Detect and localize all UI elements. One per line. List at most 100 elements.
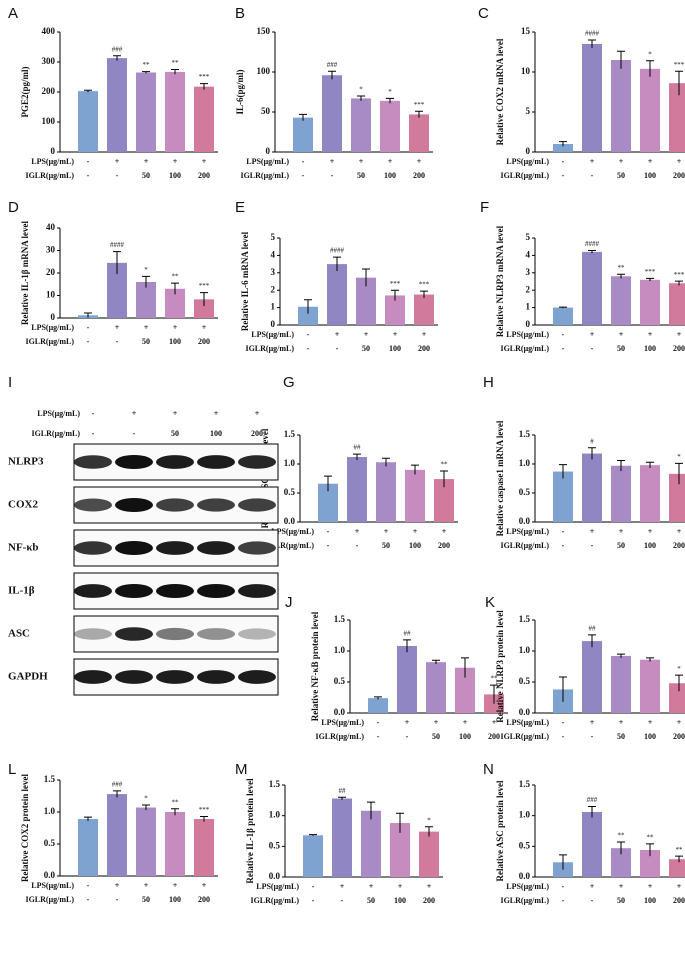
y-tick-label: 1.5: [519, 779, 531, 789]
x-row-value: +: [144, 323, 149, 332]
significance-label: ###: [112, 45, 123, 53]
x-row-value: +: [202, 157, 207, 166]
x-row-value: +: [619, 157, 624, 166]
x-row-value: 200: [418, 344, 430, 353]
bar: [78, 91, 98, 152]
y-tick-label: 1.0: [284, 458, 296, 468]
x-row-value: -: [562, 882, 565, 891]
error-bar: [200, 83, 208, 90]
x-row-value: +: [677, 330, 682, 339]
error-bar: [353, 453, 361, 460]
error-bar: [113, 251, 121, 275]
x-row-value: +: [648, 157, 653, 166]
y-axis-label: Relative COX2 protein level: [20, 773, 30, 882]
error-bar: [646, 657, 654, 662]
bar: [194, 86, 214, 152]
significance-label: **: [618, 832, 626, 840]
y-axis-label: Relative ASC protein level: [495, 780, 505, 882]
y-tick-label: 5: [526, 106, 531, 116]
blot-band: [197, 498, 235, 512]
x-row-value: 100: [644, 171, 656, 180]
y-tick-label: 1.5: [284, 429, 296, 439]
x-row-value: +: [590, 330, 595, 339]
x-row-value: 50: [382, 541, 390, 550]
x-row-label: LPS(μg/mL): [506, 157, 549, 166]
y-tick-label: 0: [266, 146, 271, 156]
x-row-label: IGLR(μg/mL): [250, 896, 299, 905]
bar: [194, 299, 214, 318]
bar: [380, 100, 400, 152]
x-row-label: LPS(μg/mL): [506, 330, 549, 339]
y-axis-label: Relative caspase1 mRNA level: [495, 420, 505, 536]
x-row-value: -: [562, 171, 565, 180]
y-tick-label: 0: [271, 319, 276, 329]
protein-label: GAPDH: [8, 671, 48, 683]
bar: [107, 58, 127, 152]
error-bar: [675, 462, 683, 485]
x-row-value: +: [590, 527, 595, 536]
protein-label: COX2: [8, 499, 38, 511]
x-row-value: 50: [617, 732, 625, 741]
bar: [107, 262, 127, 318]
x-row-value: 100: [384, 171, 396, 180]
error-bar: [142, 71, 150, 74]
significance-label: ***: [674, 271, 685, 279]
x-row-label: IGLR(μg/mL): [500, 732, 549, 741]
error-bar: [171, 808, 179, 816]
bar: [426, 662, 446, 713]
y-tick-label: 200: [42, 86, 56, 96]
error-bar: [84, 89, 92, 92]
y-axis-label: Relative COX2 mRNA level: [495, 38, 505, 145]
x-row-value: 200: [423, 896, 435, 905]
significance-label: ***: [199, 806, 210, 814]
y-axis-label: Relative IL-1β protein level: [245, 778, 255, 884]
y-tick-label: 30: [46, 245, 56, 255]
significance-label: ***: [390, 280, 401, 288]
x-row-value: -: [562, 718, 565, 727]
x-row-value: 100: [644, 732, 656, 741]
x-row-value: 200: [488, 732, 500, 741]
x-row-value: -: [87, 337, 90, 346]
x-row-label: IGLR(μg/mL): [240, 171, 289, 180]
significance-label: **: [172, 798, 180, 806]
blot-row-value: 200: [251, 429, 263, 438]
y-tick-label: 1: [271, 302, 276, 312]
error-bar: [617, 273, 625, 279]
y-tick-label: 0.5: [519, 840, 531, 850]
x-row-value: +: [388, 157, 393, 166]
y-tick-label: 0.0: [519, 707, 531, 717]
x-row-value: -: [87, 881, 90, 890]
x-row-value: 100: [169, 171, 181, 180]
y-tick-label: 1.0: [519, 645, 531, 655]
protein-label: ASC: [8, 628, 30, 640]
x-row-value: +: [393, 330, 398, 339]
y-tick-label: 4: [526, 249, 531, 259]
error-bar: [490, 684, 498, 704]
y-tick-label: 2: [526, 284, 531, 294]
bar: [414, 294, 434, 325]
error-bar: [367, 801, 375, 820]
x-row-value: 200: [198, 171, 210, 180]
blot-band: [74, 670, 112, 684]
x-row-value: 100: [169, 337, 181, 346]
significance-label: ***: [199, 282, 210, 290]
blot-row-value: +: [132, 409, 137, 418]
x-row-label: IGLR(μg/mL): [245, 344, 294, 353]
y-tick-label: 1.5: [44, 774, 56, 784]
y-tick-label: 0.0: [334, 707, 346, 717]
y-tick-label: 100: [257, 66, 271, 76]
x-row-value: +: [202, 881, 207, 890]
x-row-value: +: [384, 527, 389, 536]
x-row-value: +: [364, 330, 369, 339]
bar: [640, 465, 660, 522]
significance-label: ***: [419, 281, 430, 289]
error-bar: [617, 653, 625, 658]
error-bar: [675, 70, 683, 96]
x-row-value: 50: [617, 896, 625, 905]
y-tick-label: 1.0: [269, 810, 281, 820]
significance-label: ####: [585, 30, 600, 38]
bar: [611, 465, 631, 522]
error-bar: [374, 696, 382, 700]
error-bar: [675, 855, 683, 863]
x-row-value: +: [492, 718, 497, 727]
